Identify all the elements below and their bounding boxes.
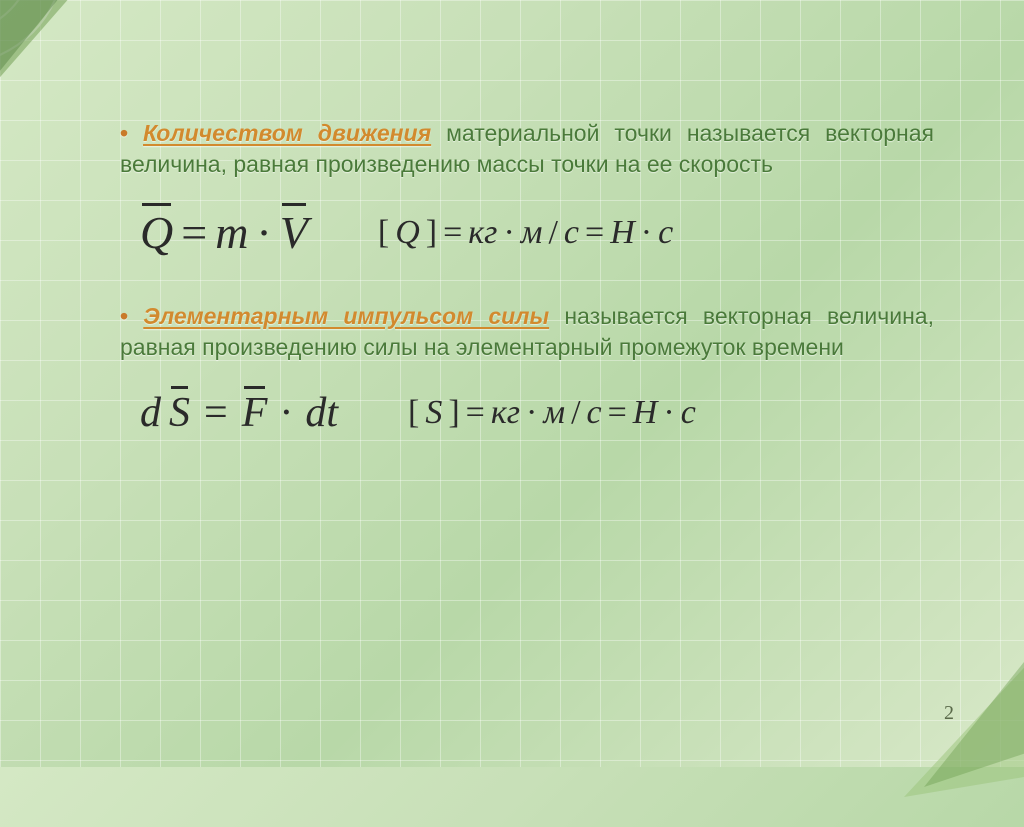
definition-1: • Количеством движения материальной точк… [120,118,934,180]
var-F-vector: F [242,389,268,437]
formula-row-2: dS = F · dt [S] = кг · м/с = Н · с [140,389,934,437]
bullet-icon: • [120,303,143,329]
formula-1-main: Q = m · V [140,206,308,259]
formula-1-dimension: [Q] = кг · м/с = Н · с [378,214,673,252]
formula-2-dimension: [S] = кг · м/с = Н · с [408,394,696,432]
var-Q-vector: Q [140,206,173,259]
term-1: Количеством движения [143,120,431,146]
var-V-vector: V [280,206,308,259]
bullet-icon: • [120,120,143,146]
definition-2: • Элементарным импульсом силы называется… [120,301,934,363]
var-S-vector: S [169,389,190,437]
page-number: 2 [944,702,954,725]
slide-content: • Количеством движения материальной точк… [120,118,934,479]
formula-2-main: dS = F · dt [140,389,338,437]
formula-row-1: Q = m · V [Q] = кг · м/с = Н · с [140,206,934,259]
term-2: Элементарным импульсом силы [143,303,549,329]
